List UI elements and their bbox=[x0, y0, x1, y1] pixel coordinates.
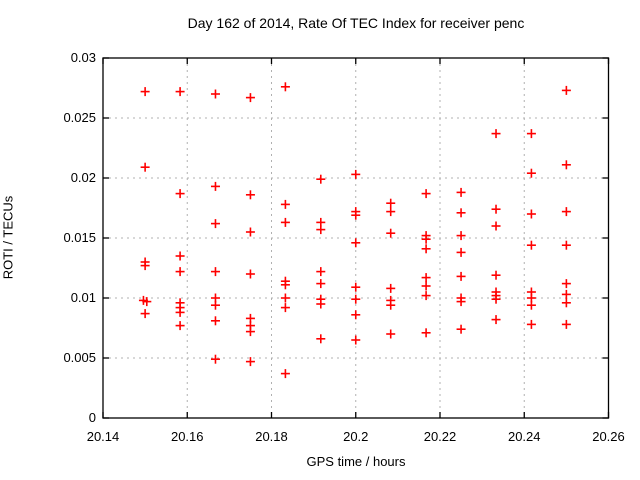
y-tick-label: 0.025 bbox=[63, 110, 96, 125]
y-tick-label: 0.015 bbox=[63, 230, 96, 245]
y-tick-label: 0.005 bbox=[63, 350, 96, 365]
y-tick-label: 0.03 bbox=[70, 50, 96, 65]
x-tick-label: 20.24 bbox=[507, 429, 541, 444]
y-tick-label: 0.01 bbox=[70, 290, 96, 305]
y-tick-label: 0.02 bbox=[70, 170, 96, 185]
x-tick-label: 20.2 bbox=[343, 429, 369, 444]
x-axis-label: GPS time / hours bbox=[306, 454, 406, 469]
chart-title: Day 162 of 2014, Rate Of TEC Index for r… bbox=[187, 15, 525, 31]
x-tick-label: 20.16 bbox=[170, 429, 204, 444]
x-tick-label: 20.14 bbox=[86, 429, 120, 444]
x-tick-label: 20.22 bbox=[423, 429, 457, 444]
x-tick-label: 20.18 bbox=[255, 429, 288, 444]
x-tick-label: 20.26 bbox=[592, 429, 625, 444]
y-tick-label: 0 bbox=[88, 410, 96, 425]
